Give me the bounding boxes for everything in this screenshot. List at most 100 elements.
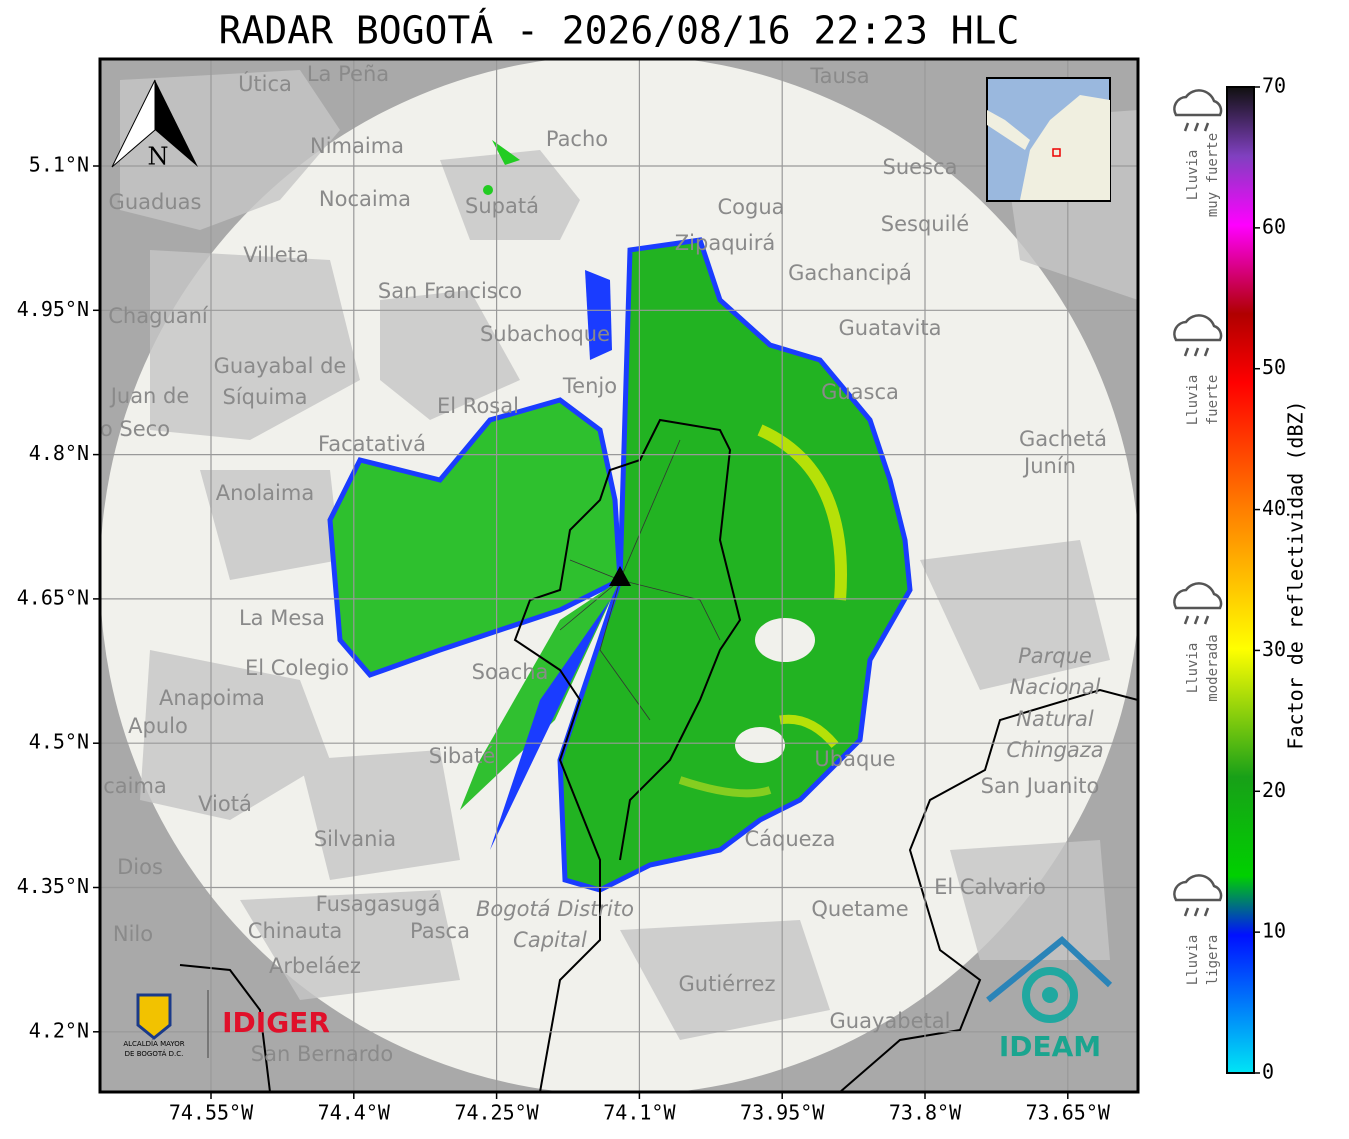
lon-label: 74.55°W xyxy=(169,1101,254,1125)
place-name: Chinauta xyxy=(248,919,342,943)
place-name: Nocaima xyxy=(319,187,411,211)
place-name: Síquima xyxy=(223,385,308,409)
place-name: Zipaquirá xyxy=(675,231,775,255)
colorbar-tick-label: 0 xyxy=(1262,1060,1274,1084)
place-name: Quetame xyxy=(811,897,908,921)
place-name: Pacho xyxy=(546,127,608,151)
colorbar-tick-label: 40 xyxy=(1262,496,1286,520)
map: La Peña Útica Tausa Pacho Nimaima Supatá Nocai… xyxy=(100,59,1138,1092)
place-name: Guatavita xyxy=(839,316,942,340)
place-name: Guasca xyxy=(821,380,899,404)
place-name: Útica xyxy=(238,71,292,96)
lat-label: 4.95°N xyxy=(17,297,89,321)
legend-label: moderada xyxy=(1205,634,1221,701)
colorbar-tick-label: 20 xyxy=(1262,778,1286,802)
place-name: El Calvario xyxy=(934,875,1046,899)
radar-echo xyxy=(327,140,913,893)
legend-label: Lluvia xyxy=(1185,150,1201,201)
legend-label: fuerte xyxy=(1205,375,1221,426)
place-name: Cáqueza xyxy=(745,827,836,851)
lon-label: 73.8°W xyxy=(889,1101,962,1125)
lat-label: 4.8°N xyxy=(29,441,89,465)
place-name: San Bernardo xyxy=(251,1042,393,1066)
radar-site xyxy=(609,566,631,586)
lon-label: 74.4°W xyxy=(318,1101,391,1125)
place-name: o Seco xyxy=(100,417,170,441)
place-name: Silvania xyxy=(314,827,396,851)
place-name: San Juanito xyxy=(981,774,1100,798)
place-names: La Peña Útica Tausa Pacho Nimaima Supatá Nocai… xyxy=(100,62,1107,1066)
place-name: Suesca xyxy=(883,155,958,179)
colorbar-label: Factor de reflectividad (dBZ) xyxy=(1284,400,1308,749)
logo-text: DE BOGOTÁ D.C. xyxy=(125,1049,184,1058)
place-name: Chaguaní xyxy=(108,304,209,328)
inset-map xyxy=(986,77,1111,202)
place-name: Capital xyxy=(513,928,587,952)
place-name: Chingaza xyxy=(1006,738,1103,762)
place-name: Nilo xyxy=(113,922,153,946)
place-name: Viotá xyxy=(198,792,252,816)
place-name: Nimaima xyxy=(310,134,404,158)
lon-label: 74.25°W xyxy=(454,1101,539,1125)
place-name: Arbeláez xyxy=(269,954,361,978)
legend-item: Lluvia fuerte xyxy=(1173,314,1223,426)
place-name: Parque xyxy=(1018,644,1092,668)
place-name: El Colegio xyxy=(245,656,349,680)
place-name: Guayabal de xyxy=(214,354,347,378)
place-name: Supatá xyxy=(465,194,539,218)
place-name: Gachetá xyxy=(1019,427,1107,451)
legend-item: Lluvia ligera xyxy=(1173,874,1223,986)
place-name: Guayabetal xyxy=(830,1009,951,1033)
place-name: Dios xyxy=(117,855,163,879)
rain-drops xyxy=(1183,615,1210,625)
place-name: El Rosal xyxy=(437,394,519,418)
lat-label: 4.35°N xyxy=(17,874,89,898)
north-label: N xyxy=(148,143,169,171)
logo-alcaldia: ALCALDÍA MAYOR DE BOGOTÁ D.C. IDIGER xyxy=(123,990,330,1058)
logo-ideam: IDEAM xyxy=(986,936,1113,1063)
place-name: La Peña xyxy=(307,62,389,86)
place-name: Gachancipá xyxy=(788,261,912,285)
place-name: Anapoima xyxy=(159,686,265,710)
colorbar xyxy=(1226,86,1255,1074)
lat-label: 5.1°N xyxy=(29,153,89,177)
place-name: Anolaima xyxy=(216,481,314,505)
place-name: caima xyxy=(103,774,167,798)
colorbar-tick-label: 50 xyxy=(1262,355,1286,379)
place-name: Ubaque xyxy=(814,747,895,771)
lon-label: 73.95°W xyxy=(740,1101,825,1125)
logo-text: ALCALDÍA MAYOR xyxy=(123,1039,184,1048)
place-name: Subachoque xyxy=(480,322,610,346)
place-name: Tausa xyxy=(809,64,869,88)
legend-label: ligera xyxy=(1205,935,1221,986)
logo-text: IDIGER xyxy=(222,1006,330,1039)
place-name: Nacional xyxy=(1010,675,1101,699)
legend-label: Lluvia xyxy=(1185,935,1201,986)
lat-label: 4.65°N xyxy=(17,585,89,609)
place-name: Sibaté xyxy=(429,744,496,768)
localities xyxy=(559,439,721,721)
place-name: Junín xyxy=(1022,454,1076,478)
rain-drops xyxy=(1183,347,1210,357)
colorbar-tick-label: 60 xyxy=(1262,214,1286,238)
place-name: Natural xyxy=(1016,707,1094,731)
place-name: Guaduas xyxy=(109,190,202,214)
place-name: San Francisco xyxy=(378,279,522,303)
legend-label: Lluvia xyxy=(1185,643,1201,694)
place-name: Facatativá xyxy=(318,432,426,456)
graticule xyxy=(100,59,1138,1092)
colorbar-tick-label: 10 xyxy=(1262,919,1286,943)
rain-drops xyxy=(1183,907,1210,917)
place-name: Apulo xyxy=(128,714,188,738)
weather-icon xyxy=(1173,314,1223,342)
lon-label: 73.65°W xyxy=(1026,1101,1111,1125)
weather-icon xyxy=(1173,89,1223,117)
logo-text: IDEAM xyxy=(999,1030,1101,1063)
municipalities xyxy=(120,70,1138,1040)
place-name: Fusagasugá xyxy=(316,892,441,916)
axes: 74.55°W 74.4°W 74.25°W 74.1°W 73.95°W 73.8°W 7… xyxy=(17,74,1286,1125)
colorbar-tick-label: 30 xyxy=(1262,637,1286,661)
legend-item: Lluvia moderada xyxy=(1173,582,1223,702)
